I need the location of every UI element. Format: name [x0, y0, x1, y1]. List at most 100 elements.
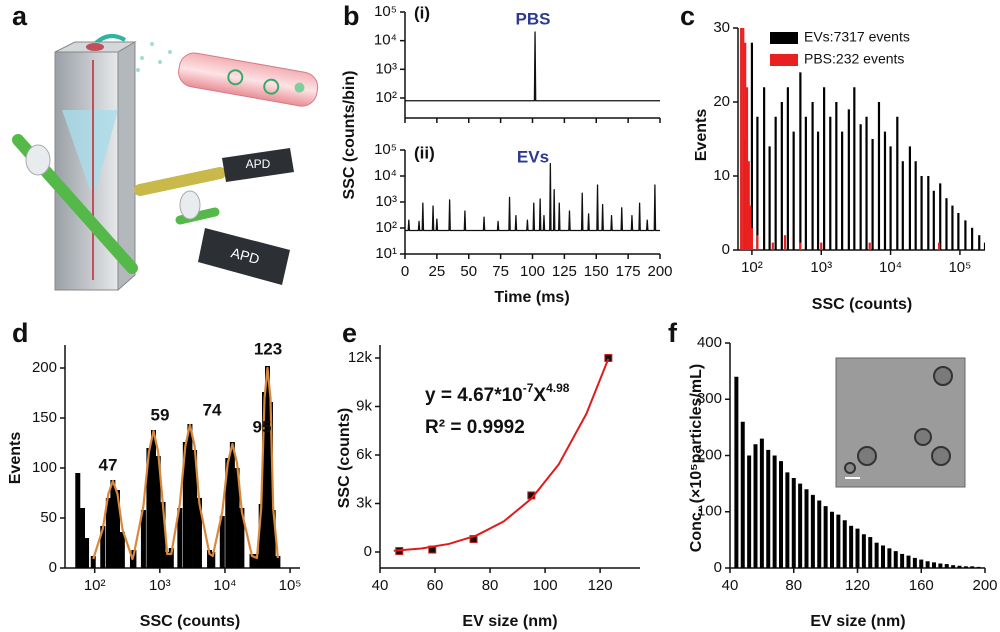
y-tick-label: 0: [722, 241, 730, 258]
x-tick-label: 80: [482, 577, 499, 594]
subplot-label: (ii): [414, 143, 435, 162]
x-axis-label: Time (ms): [494, 289, 569, 306]
x-axis-label: EV size (nm): [810, 613, 905, 630]
plot-area: [405, 31, 660, 102]
y-tick-label: 10²: [375, 219, 397, 236]
peak-label: 123: [254, 339, 282, 358]
legend-swatch: [770, 54, 798, 66]
y-axis-label: SSC (counts): [336, 408, 353, 508]
panel-label: c: [680, 1, 695, 31]
equation-part: 4.98: [546, 381, 570, 395]
y-tick-label: 10: [713, 167, 730, 184]
peak-label: 95: [253, 417, 272, 436]
y-axis-label: Events: [693, 109, 710, 162]
y-tick-label: 10⁵: [374, 141, 397, 158]
x-tick-label: 60: [427, 577, 444, 594]
peak-label: 59: [151, 405, 170, 424]
legend-label: EVs:7317 events: [804, 29, 910, 45]
x-tick-label: 120: [588, 577, 613, 594]
x-tick-label: 200: [972, 577, 997, 594]
lens: [179, 190, 201, 220]
x-tick-label: 10²: [741, 259, 763, 276]
y-axis-label: Events: [7, 432, 24, 485]
y-tick-label: 10³: [375, 60, 397, 77]
y-tick-label: 50: [40, 509, 57, 526]
y-tick-label: 12k: [348, 349, 373, 366]
x-tick-label: 40: [722, 577, 739, 594]
y-tick-label: 200: [697, 446, 722, 463]
line: [405, 162, 660, 232]
x-tick-label: 40: [372, 577, 389, 594]
lens: [25, 144, 51, 176]
y-tick-label: 10⁴: [374, 32, 397, 49]
peak-label: 47: [99, 455, 118, 474]
y-tick-label: 300: [697, 390, 722, 407]
plot-area: [740, 28, 985, 250]
subplot-label: (i): [414, 3, 430, 22]
y-tick-label: 10³: [375, 193, 397, 210]
detector-label: APD: [229, 244, 261, 267]
x-tick-label: 160: [909, 577, 934, 594]
y-tick-label: 9k: [356, 397, 372, 414]
r-squared: R² = 0.9992: [425, 417, 525, 438]
y-tick-label: 400: [697, 334, 722, 351]
y-tick-label: 100: [32, 459, 57, 476]
blood-vessel: [178, 52, 319, 107]
x-tick-label: 175: [616, 263, 641, 280]
plot-area: [405, 162, 660, 232]
inlet: [86, 43, 104, 51]
detector: [198, 228, 290, 285]
y-tick-label: 3k: [356, 494, 372, 511]
legend-label: PBS:232 events: [804, 51, 904, 67]
x-tick-label: 0: [401, 263, 409, 280]
y-tick-label: 10⁴: [374, 167, 397, 184]
line: [92, 366, 279, 561]
x-tick-label: 10⁵: [948, 259, 971, 276]
x-tick-label: 100: [520, 263, 545, 280]
y-tick-label: 0: [49, 559, 57, 576]
equation-part: y = 4.67*10: [425, 385, 523, 406]
x-tick-label: 10⁴: [879, 259, 902, 276]
y-tick-label: 10¹: [375, 245, 397, 262]
y-tick-label: 0: [364, 543, 372, 560]
y-tick-label: 100: [697, 503, 722, 520]
y-axis-label: Conc. (×10⁵particles/mL): [688, 364, 705, 552]
x-tick-label: 50: [460, 263, 477, 280]
x-tick-label: 120: [845, 577, 870, 594]
y-tick-label: 200: [32, 359, 57, 376]
y-tick-label: 10²: [375, 89, 397, 106]
detector: [222, 148, 294, 182]
y-tick-label: 150: [32, 409, 57, 426]
y-tick-label: 20: [713, 93, 730, 110]
y-tick-label: 10⁵: [374, 3, 397, 20]
panel-label: a: [12, 1, 28, 31]
x-tick-label: 10⁴: [213, 577, 236, 594]
plot-area: [734, 376, 985, 568]
x-tick-label: 200: [647, 263, 672, 280]
x-tick-label: 100: [533, 577, 558, 594]
plot-area: [75, 366, 281, 568]
y-tick-label: 0: [714, 559, 722, 576]
plot-area: [393, 353, 613, 556]
line: [393, 358, 610, 552]
equation: y = 4.67*10-7X4.98: [425, 381, 570, 406]
panel-label: f: [668, 318, 678, 348]
annotation: EVs: [517, 147, 549, 166]
panel-label: b: [343, 1, 360, 31]
panel-label: d: [12, 318, 29, 348]
x-tick-label: 75: [492, 263, 509, 280]
y-axis-label: SSC (counts/bin): [341, 71, 358, 200]
x-tick-label: 10²: [84, 577, 106, 594]
equation-part: -7: [523, 381, 534, 395]
x-tick-label: 10³: [810, 259, 832, 276]
panel-label: e: [342, 318, 357, 348]
line: [405, 31, 660, 102]
x-tick-label: 80: [785, 577, 802, 594]
y-tick-label: 6k: [356, 446, 372, 463]
channel: [62, 110, 118, 190]
flow-cell-side: [117, 41, 136, 292]
y-tick-label: 30: [713, 19, 730, 36]
x-axis-label: SSC (counts): [812, 296, 912, 313]
detector-label: APD: [246, 157, 271, 171]
